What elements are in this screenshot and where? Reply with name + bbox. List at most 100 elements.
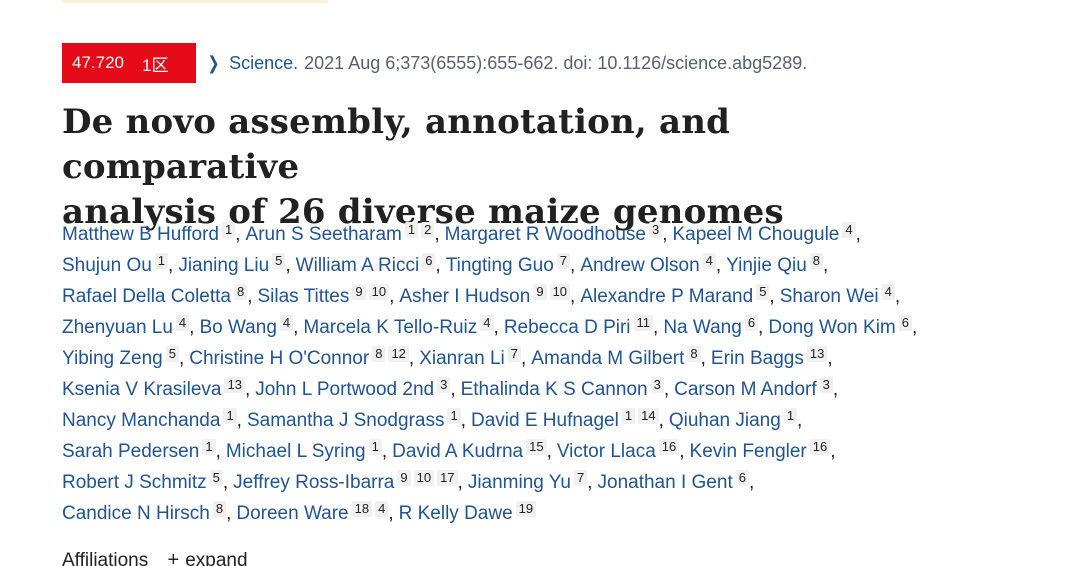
author-name[interactable]: Na Wang bbox=[663, 317, 742, 338]
affiliation-ref[interactable]: 3 bbox=[819, 377, 833, 393]
affiliation-ref[interactable]: 8 bbox=[212, 501, 227, 517]
affiliation-ref[interactable]: 4 bbox=[279, 315, 294, 331]
author-name[interactable]: Margaret R Woodhouse bbox=[444, 224, 646, 245]
author-name[interactable]: Sarah Pedersen bbox=[62, 441, 200, 462]
author-name[interactable]: Alexandre P Marand bbox=[580, 286, 754, 307]
author-name[interactable]: Arun S Seetharam bbox=[245, 224, 402, 245]
affiliation-ref[interactable]: 6 bbox=[898, 315, 912, 331]
author-name[interactable]: Michael L Syring bbox=[225, 441, 366, 462]
author-name[interactable]: Victor Llaca bbox=[556, 441, 656, 462]
affiliation-ref[interactable]: 1 bbox=[783, 408, 798, 424]
author-name[interactable]: Kevin Fengler bbox=[689, 441, 807, 462]
affiliation-ref[interactable]: 1 bbox=[223, 408, 237, 424]
author-name[interactable]: Doreen Ware bbox=[236, 503, 349, 524]
author-name[interactable]: David E Hufnagel bbox=[470, 410, 619, 431]
affiliation-ref[interactable]: 7 bbox=[574, 470, 588, 486]
affiliation-ref[interactable]: 1 bbox=[621, 408, 636, 424]
author-name[interactable]: Dong Won Kim bbox=[768, 317, 896, 338]
author-name[interactable]: Andrew Olson bbox=[580, 255, 700, 276]
author-name[interactable]: Xianran Li bbox=[419, 348, 505, 369]
author-name[interactable]: Marcela K Tello-Ruiz bbox=[303, 317, 478, 338]
affiliation-ref[interactable]: 5 bbox=[272, 253, 286, 269]
author-name[interactable]: Bo Wang bbox=[199, 317, 277, 338]
author-name[interactable]: Ksenia V Krasileva bbox=[62, 379, 222, 400]
affiliation-ref[interactable]: 15 bbox=[526, 439, 547, 455]
author-name[interactable]: Robert J Schmitz bbox=[62, 472, 207, 493]
affiliation-ref[interactable]: 7 bbox=[507, 346, 521, 362]
author-name[interactable]: David A Kudrna bbox=[392, 441, 524, 462]
affiliation-ref[interactable]: 5 bbox=[756, 284, 770, 300]
author-name[interactable]: Tingting Guo bbox=[445, 255, 554, 276]
affiliation-ref[interactable]: 5 bbox=[209, 470, 223, 486]
affiliation-ref[interactable]: 14 bbox=[638, 408, 659, 424]
affiliation-ref[interactable]: 12 bbox=[388, 346, 409, 362]
author-name[interactable]: Jianing Liu bbox=[178, 255, 270, 276]
author-name[interactable]: Carson M Andorf bbox=[674, 379, 817, 400]
affiliation-ref[interactable]: 8 bbox=[372, 346, 386, 362]
affiliation-ref[interactable]: 3 bbox=[648, 222, 663, 238]
affiliation-ref[interactable]: 7 bbox=[556, 253, 571, 269]
affiliation-ref[interactable]: 10 bbox=[368, 284, 390, 300]
affiliation-ref[interactable]: 9 bbox=[352, 284, 366, 300]
affiliation-ref[interactable]: 2 bbox=[421, 222, 435, 238]
affiliation-ref[interactable]: 18 bbox=[351, 501, 373, 517]
author-name[interactable]: Jianming Yu bbox=[467, 472, 571, 493]
affiliation-ref[interactable]: 1 bbox=[202, 439, 216, 455]
author-name[interactable]: Ethalinda K S Cannon bbox=[460, 379, 648, 400]
affiliation-ref[interactable]: 13 bbox=[806, 346, 828, 362]
affiliation-ref[interactable]: 4 bbox=[375, 501, 389, 517]
affiliation-ref[interactable]: 3 bbox=[650, 377, 664, 393]
author-name[interactable]: Sharon Wei bbox=[779, 286, 879, 307]
affiliations-expand-toggle[interactable]: + expand bbox=[168, 549, 248, 566]
author-name[interactable]: John L Portwood 2nd bbox=[255, 379, 435, 400]
author-name[interactable]: Matthew B Hufford bbox=[62, 224, 220, 245]
affiliation-ref[interactable]: 4 bbox=[480, 315, 494, 331]
affiliation-ref[interactable]: 10 bbox=[413, 470, 435, 486]
author-name[interactable]: Yibing Zeng bbox=[62, 348, 163, 369]
affiliation-ref[interactable]: 19 bbox=[515, 501, 537, 517]
author-name[interactable]: Kapeel M Chougule bbox=[672, 224, 840, 245]
affiliation-ref[interactable]: 17 bbox=[437, 470, 458, 486]
author-name[interactable]: Jeffrey Ross-Ibarra bbox=[233, 472, 395, 493]
author-name[interactable]: R Kelly Dawe bbox=[398, 503, 513, 524]
author-name[interactable]: Silas Tittes bbox=[257, 286, 350, 307]
author-name[interactable]: Qiuhan Jiang bbox=[668, 410, 781, 431]
affiliation-ref[interactable]: 6 bbox=[735, 470, 749, 486]
author-name[interactable]: Shujun Ou bbox=[62, 255, 152, 276]
author-name[interactable]: Yinjie Qiu bbox=[726, 255, 807, 276]
author-name[interactable]: Asher I Hudson bbox=[399, 286, 531, 307]
chevron-right-icon[interactable]: ❯ bbox=[207, 52, 220, 73]
affiliation-ref[interactable]: 8 bbox=[809, 253, 824, 269]
affiliation-ref[interactable]: 9 bbox=[533, 284, 547, 300]
affiliation-ref[interactable]: 4 bbox=[702, 253, 716, 269]
affiliation-ref[interactable]: 5 bbox=[165, 346, 179, 362]
affiliation-ref[interactable]: 4 bbox=[881, 284, 895, 300]
affiliation-ref[interactable]: 16 bbox=[809, 439, 831, 455]
author-name[interactable]: Amanda M Gilbert bbox=[531, 348, 685, 369]
author-name[interactable]: Candice N Hirsch bbox=[62, 503, 210, 524]
affiliation-ref[interactable]: 1 bbox=[368, 439, 382, 455]
author-name[interactable]: Rebecca D Piri bbox=[503, 317, 631, 338]
author-name[interactable]: Nancy Manchanda bbox=[62, 410, 221, 431]
journal-link[interactable]: Science. bbox=[229, 52, 299, 73]
author-name[interactable]: Jonathan I Gent bbox=[597, 472, 733, 493]
affiliation-ref[interactable]: 4 bbox=[842, 222, 856, 238]
author-name[interactable]: Erin Baggs bbox=[710, 348, 804, 369]
affiliation-ref[interactable]: 1 bbox=[222, 222, 236, 238]
affiliation-ref[interactable]: 6 bbox=[744, 315, 759, 331]
affiliation-ref[interactable]: 1 bbox=[154, 253, 169, 269]
affiliation-ref[interactable]: 10 bbox=[549, 284, 571, 300]
author-name[interactable]: Zhenyuan Lu bbox=[62, 317, 173, 338]
affiliation-ref[interactable]: 8 bbox=[233, 284, 248, 300]
author-name[interactable]: Rafael Della Coletta bbox=[62, 286, 231, 307]
affiliation-ref[interactable]: 1 bbox=[447, 408, 461, 424]
affiliation-ref[interactable]: 6 bbox=[422, 253, 436, 269]
affiliation-ref[interactable]: 9 bbox=[397, 470, 411, 486]
affiliation-ref[interactable]: 11 bbox=[633, 315, 654, 331]
affiliation-ref[interactable]: 3 bbox=[437, 377, 451, 393]
author-name[interactable]: William A Ricci bbox=[295, 255, 420, 276]
affiliation-ref[interactable]: 1 bbox=[404, 222, 419, 238]
affiliation-ref[interactable]: 8 bbox=[687, 346, 701, 362]
author-name[interactable]: Christine H O'Connor bbox=[189, 348, 370, 369]
affiliation-ref[interactable]: 13 bbox=[224, 377, 245, 393]
